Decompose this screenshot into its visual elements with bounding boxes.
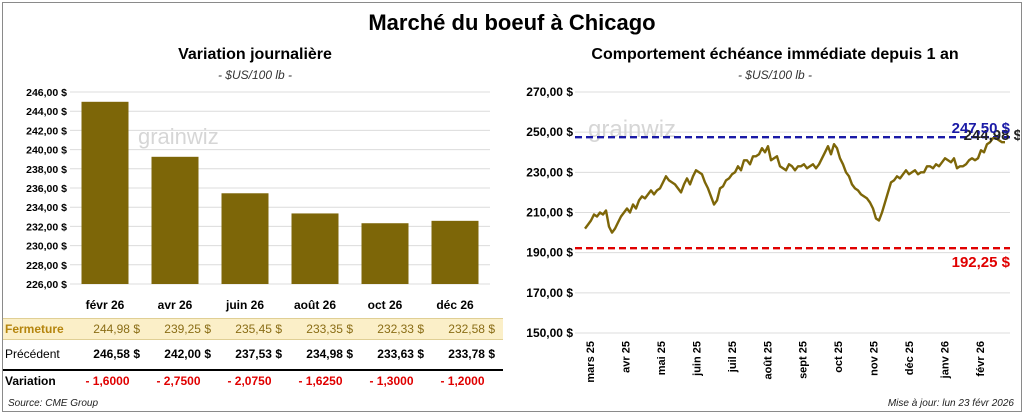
previous-value: 233,78 $ (448, 347, 495, 361)
bar-y-tick-label: 232,00 $ (26, 221, 67, 233)
line-chart-y-ticks: 150,00 $ 170,00 $ 190,00 $ 210,00 $ 230,00 $… (526, 85, 573, 340)
variation-row: Variation - 1,6000 - 2,7500 - 2,0750 - 1… (3, 369, 503, 391)
bar-x-tick-label: oct 26 (368, 298, 403, 312)
bar-chart-x-ticks: févr 26 avr 26 juin 26 août 26 oct 26 déc 26 (86, 298, 474, 312)
line-chart-reference-lines (575, 135, 1010, 250)
line-y-tick-label: 230,00 $ (526, 165, 573, 179)
update-date: Mise à jour: lun 23 févr 2026 (887, 398, 1014, 409)
source-note: Source: CME Group (8, 398, 99, 409)
close-row: Fermeture 244,98 $ 239,25 $ 235,45 $ 233… (3, 318, 503, 340)
bar (291, 213, 339, 284)
previous-row-label: Précédent (5, 347, 60, 361)
daily-variation-unit: - $US/100 lb - (217, 68, 293, 82)
variation-value: - 1,2000 (440, 374, 485, 388)
daily-variation-bar-chart: 226,00 $ 228,00 $ 230,00 $ 232,00 $ 234,00 $… (26, 87, 490, 312)
price-series-line (584, 137, 1005, 234)
last-price-label: 244,98 $ (964, 127, 1020, 144)
bar (151, 156, 199, 284)
bar-y-tick-label: 240,00 $ (26, 145, 67, 157)
line-y-tick-label: 170,00 $ (526, 286, 573, 300)
variation-value: - 2,7500 (156, 374, 201, 388)
bar-chart-bars (81, 101, 479, 285)
line-x-tick-label: sept 25 (798, 341, 810, 379)
line-y-tick-label: 210,00 $ (526, 206, 573, 220)
bar-y-tick-label: 236,00 $ (26, 183, 67, 195)
variation-value: - 2,0750 (227, 374, 272, 388)
daily-variation-title: Variation journalière (178, 46, 332, 63)
variation-row-label: Variation (5, 374, 56, 388)
front-month-title: Comportement échéance immédiate depuis 1… (591, 46, 959, 63)
previous-value: 246,58 $ (93, 347, 140, 361)
variation-value: - 1,3000 (369, 374, 414, 388)
close-value: 235,45 $ (235, 322, 282, 336)
close-value: 244,98 $ (93, 322, 140, 336)
previous-row: Précédent 246,58 $ 242,00 $ 237,53 $ 234… (3, 343, 503, 365)
bar-y-tick-label: 244,00 $ (26, 106, 67, 118)
bar-x-tick-label: févr 26 (86, 298, 125, 312)
bar-x-tick-label: août 26 (294, 298, 336, 312)
front-month-line-chart: 150,00 $ 170,00 $ 190,00 $ 210,00 $ 230,00 $… (526, 85, 1020, 383)
variation-value: - 1,6250 (298, 374, 343, 388)
line-x-tick-label: mai 25 (656, 341, 668, 375)
line-x-tick-label: mars 25 (585, 341, 597, 383)
bar (361, 223, 409, 284)
previous-value: 234,98 $ (306, 347, 353, 361)
line-y-tick-label: 250,00 $ (526, 125, 573, 139)
bar-chart-y-ticks: 226,00 $ 228,00 $ 230,00 $ 232,00 $ 234,00 $… (26, 87, 67, 291)
line-y-tick-label: 150,00 $ (526, 326, 573, 340)
bar-x-tick-label: déc 26 (436, 298, 474, 312)
line-x-tick-label: juil 25 (727, 341, 739, 373)
line-x-tick-label: avr 25 (620, 341, 632, 373)
line-chart-x-ticks: mars 25 avr 25 mai 25 juin 25 juil 25 août 25… (585, 341, 987, 383)
main-title: Marché du boeuf à Chicago (368, 10, 656, 35)
close-value: 232,58 $ (448, 322, 495, 336)
previous-value: 233,63 $ (377, 347, 424, 361)
line-x-tick-label: févr 26 (975, 341, 987, 376)
bar-y-tick-label: 234,00 $ (26, 202, 67, 214)
line-chart-watermark: grainwiz (588, 116, 676, 143)
bar-y-tick-label: 226,00 $ (26, 279, 67, 291)
bar (431, 220, 479, 284)
line-x-tick-label: juin 25 (691, 341, 703, 377)
close-value: 239,25 $ (164, 322, 211, 336)
line-x-tick-label: oct 25 (833, 341, 845, 373)
close-row-label: Fermeture (5, 322, 64, 336)
bar-y-tick-label: 246,00 $ (26, 87, 67, 99)
line-chart-grid (575, 91, 1010, 334)
previous-value: 237,53 $ (235, 347, 282, 361)
line-x-tick-label: déc 25 (904, 341, 916, 375)
bar (221, 193, 269, 284)
high-reference-label: 247,50 $ (952, 120, 1011, 137)
previous-value: 242,00 $ (164, 347, 211, 361)
bar-y-tick-label: 242,00 $ (26, 125, 67, 137)
variation-value: - 1,6000 (85, 374, 130, 388)
front-month-unit: - $US/100 lb - (737, 68, 813, 82)
bar-chart-grid (70, 91, 490, 285)
bar (81, 101, 129, 285)
bar-y-tick-label: 228,00 $ (26, 260, 67, 272)
bar-chart-watermark: grainwiz (138, 124, 219, 149)
line-chart-labels: 244,98 $247,50 $ 192,25 $ (952, 120, 1020, 271)
bar-x-tick-label: avr 26 (158, 298, 193, 312)
close-value: 233,35 $ (306, 322, 353, 336)
bar-y-tick-label: 230,00 $ (26, 241, 67, 253)
line-x-tick-label: août 25 (762, 341, 774, 380)
low-reference-label: 192,25 $ (952, 254, 1011, 271)
line-y-tick-label: 270,00 $ (526, 85, 573, 99)
bar-y-tick-label: 238,00 $ (26, 164, 67, 176)
close-value: 232,33 $ (377, 322, 424, 336)
bar-x-tick-label: juin 26 (225, 298, 264, 312)
line-x-tick-label: janv 26 (940, 341, 952, 379)
line-x-tick-label: nov 25 (869, 341, 881, 376)
line-y-tick-label: 190,00 $ (526, 246, 573, 260)
